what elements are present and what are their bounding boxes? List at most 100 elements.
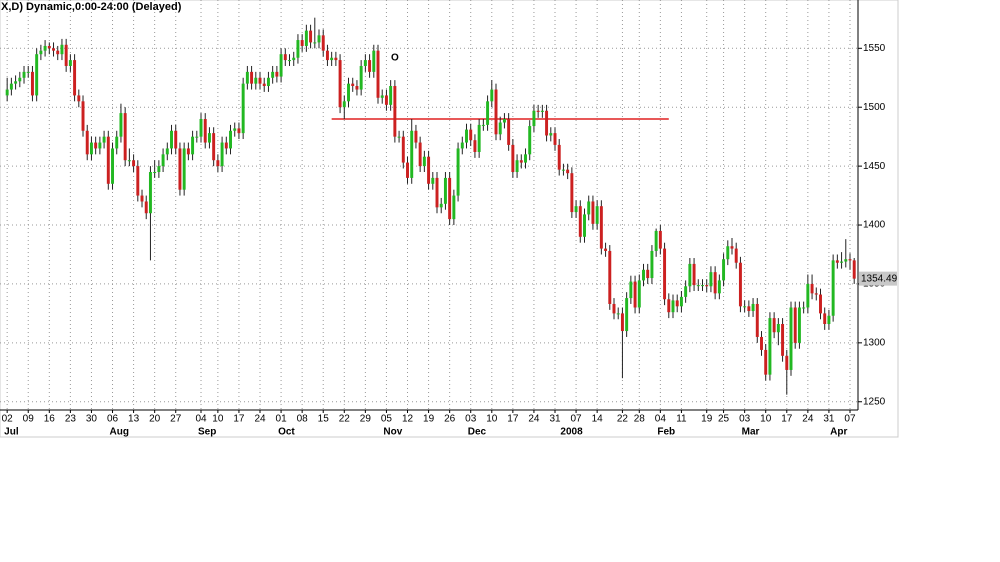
candle-body bbox=[334, 57, 338, 61]
x-tick-label: 15 bbox=[318, 414, 330, 425]
candle-body bbox=[524, 154, 527, 163]
candle-body bbox=[545, 110, 549, 136]
last-price-box bbox=[859, 271, 897, 286]
candle-body bbox=[709, 272, 713, 287]
candle-body bbox=[18, 77, 22, 82]
candle-body bbox=[431, 177, 435, 184]
candle-body bbox=[359, 65, 363, 90]
candle-body bbox=[570, 173, 574, 213]
candle-body bbox=[115, 136, 119, 149]
candle-body bbox=[81, 101, 85, 131]
candle-body bbox=[35, 54, 39, 96]
candle-body bbox=[722, 259, 726, 281]
candle-body bbox=[671, 300, 675, 313]
candle-body bbox=[410, 130, 414, 178]
candle-body bbox=[549, 133, 553, 136]
candle-body bbox=[747, 306, 751, 312]
month-label: Oct bbox=[278, 427, 295, 438]
candle-body bbox=[528, 126, 532, 155]
x-tick-label: 06 bbox=[107, 414, 119, 425]
x-tick-label: 19 bbox=[701, 414, 713, 425]
candle-body bbox=[111, 148, 114, 184]
candle-body bbox=[144, 201, 148, 214]
candle-body bbox=[515, 160, 519, 173]
candle-body bbox=[245, 71, 249, 84]
candle-body bbox=[229, 130, 232, 149]
candle-body bbox=[414, 130, 418, 143]
candle-body bbox=[60, 44, 64, 55]
x-tick-label: 04 bbox=[655, 414, 667, 425]
x-tick-label: 07 bbox=[571, 414, 583, 425]
candle-body bbox=[157, 166, 161, 173]
y-tick-label: 1550 bbox=[863, 43, 886, 54]
candle-body bbox=[654, 230, 658, 251]
candle-body bbox=[519, 160, 523, 163]
candle-body bbox=[418, 142, 422, 167]
candle-body bbox=[840, 261, 844, 263]
candle-body bbox=[376, 50, 380, 98]
candle-body bbox=[325, 50, 329, 61]
candle-body bbox=[296, 40, 300, 58]
candle-body bbox=[713, 272, 717, 294]
candle-body bbox=[578, 206, 582, 237]
candle-body bbox=[182, 148, 186, 190]
candle-body bbox=[612, 303, 616, 314]
candle-body bbox=[64, 44, 68, 66]
candle-body bbox=[764, 349, 768, 375]
x-tick-label: 30 bbox=[86, 414, 98, 425]
candle-body bbox=[254, 77, 258, 84]
x-tick-label: 27 bbox=[170, 414, 182, 425]
candle-body bbox=[629, 281, 633, 299]
x-tick-label: 29 bbox=[360, 414, 372, 425]
y-tick-label: 1400 bbox=[863, 220, 886, 231]
candle-body bbox=[536, 110, 540, 112]
candle-body bbox=[667, 299, 671, 313]
candle-body bbox=[772, 318, 776, 333]
candle-body bbox=[43, 45, 47, 51]
candle-body bbox=[317, 35, 321, 43]
candle-body bbox=[540, 110, 544, 112]
candle-body bbox=[30, 71, 34, 96]
candle-body bbox=[384, 95, 388, 105]
candle-body bbox=[94, 142, 98, 149]
x-tick-label: 20 bbox=[149, 414, 161, 425]
candle-body bbox=[696, 285, 700, 287]
candle-body bbox=[9, 83, 13, 90]
x-tick-label: 13 bbox=[128, 414, 140, 425]
candle-body bbox=[148, 172, 152, 214]
candle-body bbox=[705, 285, 709, 287]
candle-body bbox=[507, 118, 511, 145]
candle-body bbox=[199, 118, 203, 137]
candle-body bbox=[406, 162, 409, 178]
candle-body bbox=[363, 60, 367, 66]
x-tick-label: 17 bbox=[781, 414, 793, 425]
candle-body bbox=[473, 140, 477, 152]
candle-body bbox=[452, 195, 456, 220]
candle-body bbox=[355, 86, 359, 90]
x-tick-label: 09 bbox=[23, 414, 35, 425]
candle-body bbox=[755, 303, 759, 337]
candle-body bbox=[810, 283, 814, 294]
candle-body bbox=[595, 206, 599, 224]
candle-body bbox=[389, 86, 393, 105]
x-tick-label: 23 bbox=[65, 414, 77, 425]
candle-body bbox=[760, 336, 763, 350]
x-tick-label: 12 bbox=[402, 414, 414, 425]
candle-body bbox=[119, 113, 123, 137]
x-tick-label: 31 bbox=[823, 414, 835, 425]
candle-body bbox=[743, 306, 747, 308]
candle-body bbox=[481, 124, 485, 126]
candle-body bbox=[47, 45, 51, 49]
x-tick-label: 24 bbox=[802, 414, 814, 425]
candle-body bbox=[275, 71, 279, 77]
candle-body bbox=[797, 307, 801, 343]
x-tick-label: 03 bbox=[465, 414, 477, 425]
candle-body bbox=[241, 83, 245, 134]
candle-body bbox=[207, 133, 211, 143]
candle-body bbox=[823, 313, 827, 324]
candle-body bbox=[684, 286, 688, 297]
month-label: Dec bbox=[468, 427, 487, 438]
candle-body bbox=[561, 169, 565, 171]
candle-body bbox=[616, 313, 620, 315]
